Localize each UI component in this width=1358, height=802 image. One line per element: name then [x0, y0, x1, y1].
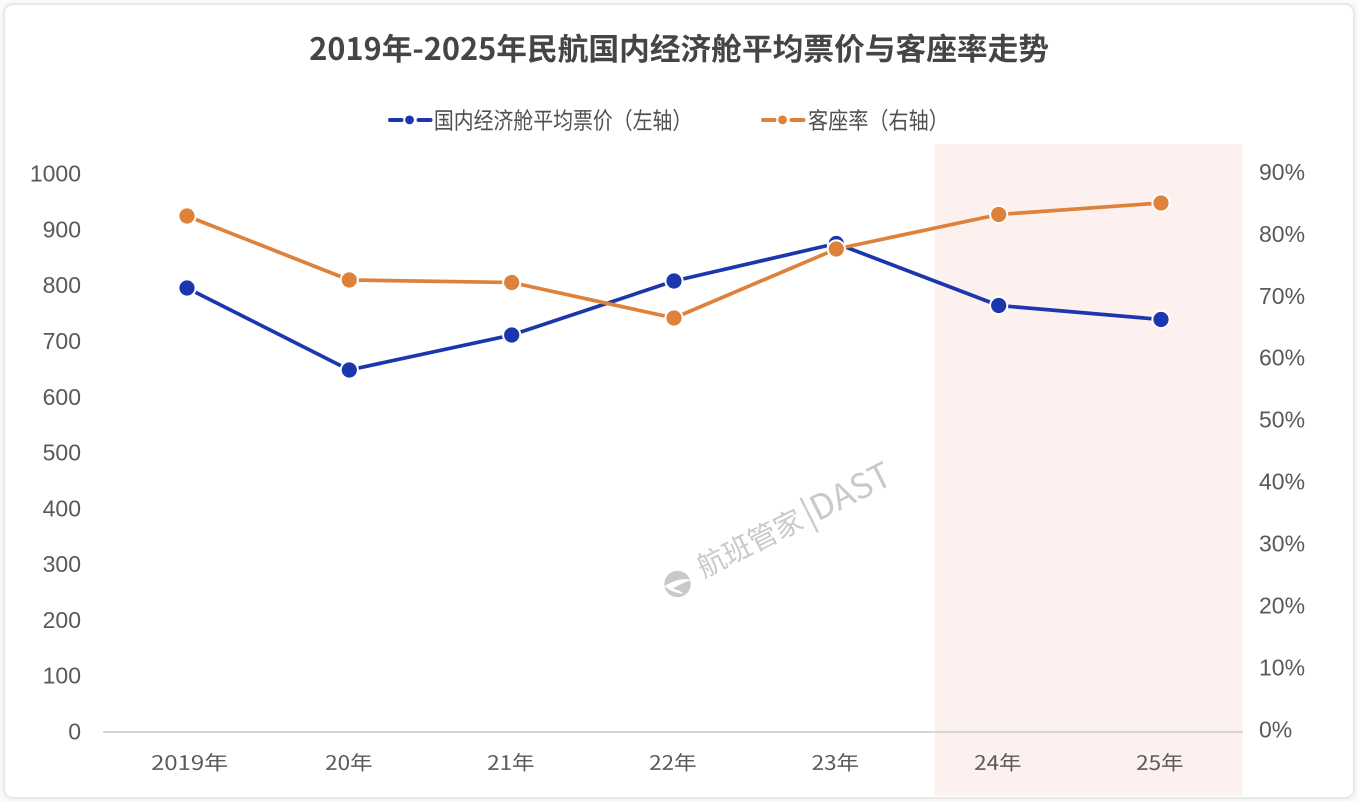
- svg-text:400: 400: [43, 495, 81, 521]
- svg-text:20%: 20%: [1259, 593, 1305, 619]
- svg-text:300: 300: [43, 551, 81, 577]
- svg-text:40%: 40%: [1259, 469, 1305, 495]
- svg-text:90%: 90%: [1259, 159, 1305, 185]
- svg-text:100: 100: [43, 663, 81, 689]
- svg-text:600: 600: [43, 384, 81, 410]
- svg-text:80%: 80%: [1259, 221, 1305, 247]
- svg-text:900: 900: [43, 217, 81, 243]
- svg-text:1000: 1000: [30, 161, 81, 187]
- svg-text:50%: 50%: [1259, 407, 1305, 433]
- svg-text:700: 700: [43, 328, 81, 354]
- svg-text:500: 500: [43, 440, 81, 466]
- svg-text:200: 200: [43, 607, 81, 633]
- svg-text:0%: 0%: [1259, 716, 1292, 742]
- svg-text:70%: 70%: [1259, 283, 1305, 309]
- svg-text:10%: 10%: [1259, 654, 1305, 680]
- svg-text:30%: 30%: [1259, 531, 1305, 557]
- svg-text:0: 0: [68, 718, 81, 744]
- svg-text:60%: 60%: [1259, 345, 1305, 371]
- svg-text:800: 800: [43, 272, 81, 298]
